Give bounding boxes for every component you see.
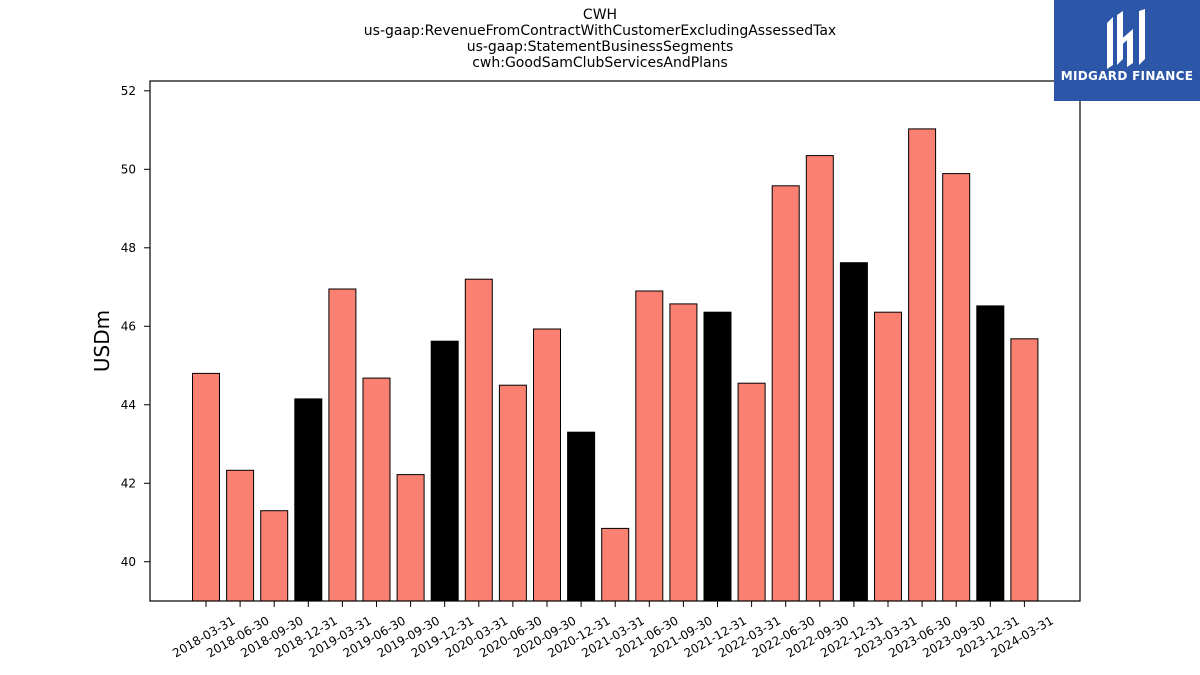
bar-2020-09-30 — [533, 328, 561, 602]
plot-frame — [149, 80, 1081, 602]
bar-2022-03-31 — [737, 382, 766, 602]
y-axis-label: USDm — [90, 310, 114, 372]
midgard-finance-logo: MIDGARD FINANCE — [1054, 0, 1200, 101]
y-tick-label: 42 — [121, 476, 136, 490]
x-axis: 2018-03-312018-06-302018-09-302018-12-31… — [170, 601, 1056, 660]
bar-2021-12-31 — [703, 311, 732, 602]
y-tick-label: 40 — [121, 555, 136, 569]
bar-2018-06-30 — [226, 469, 255, 602]
bar-2021-06-30 — [635, 290, 664, 602]
bar-2021-09-30 — [669, 303, 698, 602]
title-line-ticker: CWH — [582, 7, 618, 23]
bar-2024-03-31 — [1010, 338, 1039, 602]
bar-2023-12-31 — [976, 305, 1005, 602]
bar-2022-12-31 — [839, 262, 868, 602]
bar-2019-12-31 — [430, 340, 459, 602]
bar-2018-09-30 — [260, 510, 289, 602]
bar-2023-06-30 — [908, 128, 937, 602]
bar-2021-03-31 — [601, 527, 630, 602]
bar-group — [192, 128, 1039, 602]
logo-text: MIDGARD FINANCE — [1060, 69, 1194, 83]
title-line-axis: us-gaap:StatementBusinessSegments — [466, 39, 734, 55]
bar-2022-09-30 — [805, 155, 834, 602]
y-tick-label: 52 — [121, 84, 136, 98]
title-line-concept: us-gaap:RevenueFromContractWithCustomerE… — [363, 23, 837, 39]
bar-2019-09-30 — [396, 474, 425, 602]
bar-2023-03-31 — [874, 311, 902, 602]
y-tick-label: 44 — [121, 398, 136, 412]
bar-2020-06-30 — [498, 384, 527, 602]
y-tick-label: 50 — [121, 162, 136, 176]
bar-2019-03-31 — [328, 288, 357, 602]
bar-2019-06-30 — [362, 377, 391, 602]
y-tick-label: 48 — [121, 241, 136, 255]
bar-2022-06-30 — [771, 185, 800, 602]
bar-2020-03-31 — [464, 278, 493, 602]
y-tick-label: 46 — [121, 319, 136, 333]
y-axis: 40 42 44 46 48 50 52 — [121, 84, 150, 569]
title-line-member: cwh:GoodSamClubServicesAndPlans — [472, 55, 728, 71]
bar-2020-12-31 — [567, 431, 596, 602]
midgard-logo-icon — [1107, 9, 1145, 69]
bar-2018-03-31 — [192, 372, 220, 602]
bar-2023-09-30 — [942, 173, 971, 602]
bar-2018-12-31 — [294, 398, 323, 602]
